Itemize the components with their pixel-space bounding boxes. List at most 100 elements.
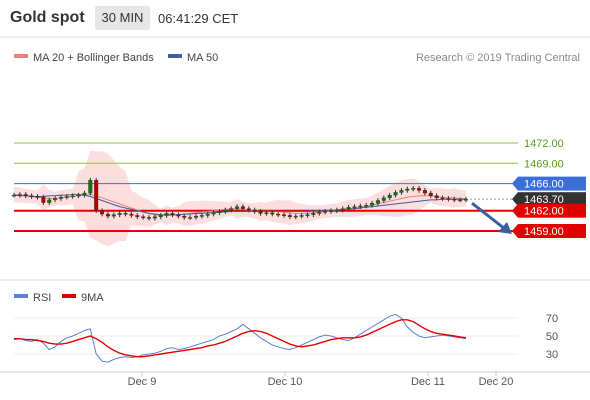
candle-body	[317, 211, 322, 214]
rsi-tick-2: 70	[546, 313, 558, 325]
candlesticks	[11, 177, 469, 221]
level-tag-bg-2	[518, 176, 586, 191]
candle-body	[35, 196, 40, 198]
candle-body	[282, 214, 287, 216]
candle-body	[364, 205, 369, 207]
level-label-4: 1462.00	[524, 206, 564, 218]
candle-body	[82, 192, 87, 196]
moving-averages	[13, 193, 466, 216]
candle-body	[147, 217, 152, 219]
candle-body	[11, 194, 16, 197]
candle-body	[223, 209, 228, 212]
candle-body	[176, 214, 181, 217]
candle-body	[252, 209, 257, 212]
candle-body	[264, 212, 269, 214]
rsi-legend-swatch	[14, 294, 28, 298]
candle-body	[129, 213, 134, 216]
level-tag-pointer-5	[512, 224, 518, 238]
candle-body	[235, 206, 240, 209]
candle-body	[193, 215, 198, 218]
candle-body	[111, 214, 116, 217]
rsi-grid: 30 50 70	[14, 313, 558, 361]
candle-body	[346, 207, 351, 209]
timeframe-button[interactable]: 30 MIN	[95, 6, 150, 30]
candle-body	[340, 208, 345, 211]
rsi-tick-0: 30	[546, 349, 558, 361]
rsi-line	[13, 313, 467, 363]
ma50-legend-label: MA 50	[187, 52, 218, 64]
level-tag-pointer-2	[512, 176, 518, 191]
candle-body	[334, 209, 339, 212]
candle-body	[199, 215, 204, 217]
candle-body	[440, 197, 445, 200]
candle-body	[358, 205, 363, 208]
bollinger-band-area	[14, 150, 466, 247]
candle-body	[17, 194, 22, 196]
candle-body	[47, 199, 52, 203]
candle-body	[182, 215, 187, 218]
candle-body	[170, 213, 175, 215]
candle-body	[229, 208, 234, 211]
candle-body	[370, 203, 375, 206]
candle-body	[158, 215, 163, 217]
rsi-ma-legend-swatch	[62, 294, 76, 298]
candle-body	[105, 213, 110, 217]
candle-body	[352, 206, 357, 208]
candle-body	[434, 195, 439, 199]
candle-body	[422, 190, 427, 194]
candle-body	[411, 188, 416, 190]
instrument-title: Gold spot	[10, 9, 85, 26]
ma50-line	[13, 193, 466, 216]
candle-body	[305, 214, 310, 216]
candle-body	[393, 192, 398, 196]
level-label-3: 1463.70	[524, 194, 564, 206]
ma20-legend-swatch	[14, 54, 28, 58]
candle-body	[323, 211, 328, 213]
candle-body	[53, 198, 58, 201]
forecast-arrow-head	[498, 222, 512, 234]
candle-body	[287, 215, 292, 217]
candle-body	[387, 194, 392, 199]
level-label-1: 1469.00	[524, 158, 564, 170]
candle-body	[299, 215, 304, 217]
candle-body	[375, 200, 380, 204]
candle-body	[94, 180, 99, 211]
rsi-legend-label: RSI	[33, 292, 51, 304]
candle-body	[29, 195, 34, 198]
level-label-0: 1472.00	[524, 138, 564, 150]
level-tag-pointer-4	[512, 203, 518, 218]
candle-body	[258, 211, 263, 214]
candle-body	[452, 198, 457, 201]
candle-body	[70, 195, 75, 198]
candle-body	[217, 211, 222, 213]
candle-body	[240, 206, 245, 209]
candle-body	[123, 213, 128, 215]
candle-body	[446, 198, 451, 200]
bollinger-band	[14, 150, 466, 247]
candle-body	[76, 194, 81, 197]
candle-body	[164, 213, 169, 216]
candle-body	[188, 217, 193, 219]
rsi-ma-legend-label: 9MA	[81, 292, 104, 304]
rsi-tick-1: 50	[546, 331, 558, 343]
candle-body	[41, 196, 46, 203]
level-label-2: 1466.00	[524, 179, 564, 191]
candle-body	[23, 194, 28, 196]
level-tag-bg-3	[518, 192, 586, 207]
candle-body	[152, 216, 157, 219]
level-label-5: 1459.00	[524, 226, 564, 238]
candle-body	[293, 215, 298, 218]
candle-body	[311, 213, 316, 215]
candle-body	[464, 198, 469, 201]
level-tag-bg-5	[518, 224, 586, 238]
level-tag-bg-4	[518, 203, 586, 218]
candle-body	[399, 190, 404, 193]
rsi-ma-line	[14, 319, 467, 358]
timestamp: 06:41:29 CET	[158, 11, 239, 26]
watermark: Research © 2019 Trading Central	[416, 52, 580, 64]
candle-body	[135, 215, 140, 217]
header-bar: Gold spot 30 MIN 06:41:29 CET	[0, 0, 590, 36]
ma20-legend-label: MA 20 + Bollinger Bands	[33, 52, 154, 64]
forecast-arrow	[471, 202, 512, 234]
